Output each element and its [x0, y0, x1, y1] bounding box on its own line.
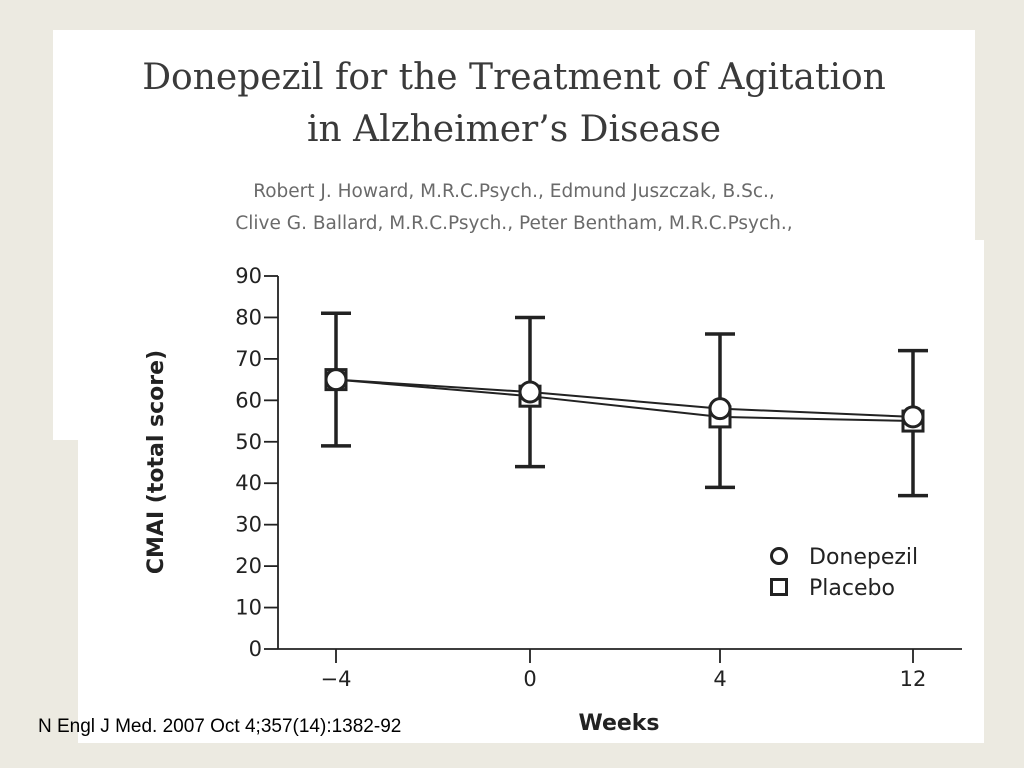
authors-line-2: Clive G. Ballard, M.R.C.Psych., Peter Be…	[235, 213, 793, 234]
point-donepezil	[518, 380, 542, 404]
y-tick-label: 30	[235, 513, 262, 537]
article-title: Donepezil for the Treatment of Agitation…	[53, 52, 975, 156]
y-tick-label: 20	[235, 554, 262, 578]
y-axis-label: CMAI (total score)	[144, 350, 169, 574]
citation: N Engl J Med. 2007 Oct 4;357(14):1382-92	[38, 716, 402, 737]
y-tick-label: 80	[235, 305, 262, 329]
y-tick-label: 90	[235, 264, 262, 288]
x-axis-label: Weeks	[578, 711, 659, 736]
x-tick-label: 4	[713, 667, 726, 691]
y-tick-label: 50	[235, 430, 262, 454]
legend-marker-placebo	[770, 578, 788, 596]
x-tick-label: 12	[900, 667, 927, 691]
point-donepezil	[324, 368, 348, 392]
title-line-2: in Alzheimer’s Disease	[306, 109, 722, 150]
article-authors: Robert J. Howard, M.R.C.Psych., Edmund J…	[53, 176, 975, 240]
legend-label-placebo: Placebo	[809, 576, 895, 601]
y-tick-label: 60	[235, 388, 262, 412]
series-line-donepezil	[335, 378, 914, 418]
y-tick-label: 70	[235, 347, 262, 371]
point-donepezil	[901, 405, 925, 429]
y-tick-label: 0	[249, 637, 262, 661]
point-donepezil	[708, 397, 732, 421]
x-tick-label: 0	[523, 667, 536, 691]
y-tick-label: 10	[235, 596, 262, 620]
legend-marker-donepezil	[770, 547, 788, 565]
title-line-1: Donepezil for the Treatment of Agitation	[142, 57, 886, 98]
series-line-placebo	[335, 378, 914, 423]
legend-label-donepezil: Donepezil	[809, 545, 918, 570]
authors-line-1: Robert J. Howard, M.R.C.Psych., Edmund J…	[253, 181, 775, 202]
x-tick-label: −4	[321, 667, 352, 691]
y-tick-label: 40	[235, 471, 262, 495]
